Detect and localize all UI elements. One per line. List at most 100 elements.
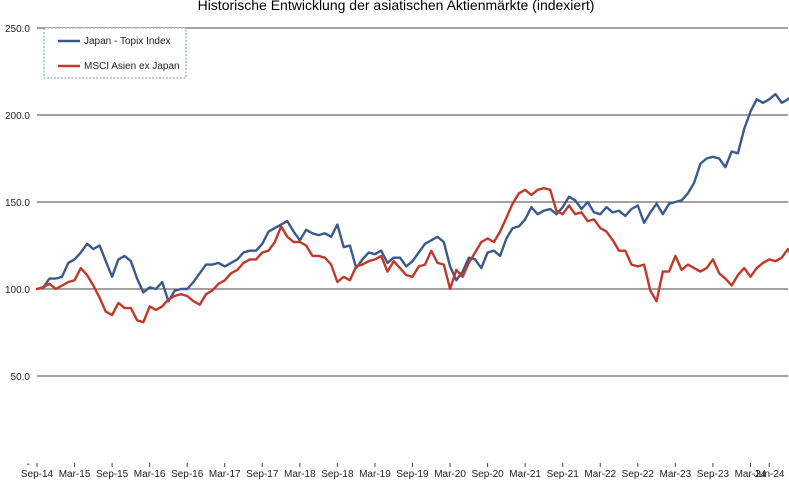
data-point: [518, 225, 520, 227]
data-point: [562, 213, 564, 215]
x-tick-label: Jun-24: [754, 469, 785, 480]
data-point: [756, 267, 758, 269]
data-point: [530, 194, 533, 196]
data-point: [518, 192, 520, 194]
data-point: [612, 239, 614, 241]
data-point: [249, 258, 251, 260]
data-point: [787, 98, 789, 100]
data-point: [399, 267, 401, 269]
data-point: [724, 166, 727, 168]
data-point: [430, 239, 432, 241]
data-point: [86, 243, 88, 245]
y-axis-ticks: 250.0 200.0 150.0 100.0 50.0 -: [5, 24, 30, 470]
data-point: [280, 225, 282, 227]
data-point: [61, 276, 63, 278]
data-point: [524, 218, 526, 220]
data-point: [587, 201, 589, 203]
data-point: [380, 250, 382, 252]
data-point: [117, 258, 119, 260]
data-point: [487, 237, 489, 240]
data-point: [73, 258, 76, 260]
data-point: [737, 152, 739, 154]
data-point: [756, 98, 758, 100]
data-point: [462, 271, 464, 273]
data-point: [48, 283, 51, 285]
data-point: [537, 213, 539, 215]
data-point: [649, 290, 651, 292]
data-point: [205, 293, 207, 295]
data-point: [718, 157, 720, 160]
data-point: [593, 218, 595, 220]
data-point: [580, 211, 583, 213]
data-point: [574, 199, 576, 201]
data-point: [443, 241, 445, 243]
data-point: [99, 244, 101, 247]
data-point: [549, 189, 551, 191]
data-point: [618, 250, 620, 252]
data-point: [643, 222, 645, 224]
data-point: [662, 213, 664, 215]
data-point: [180, 293, 182, 295]
data-point: [593, 211, 595, 213]
data-point: [468, 262, 470, 264]
data-point: [681, 199, 683, 201]
data-point: [286, 220, 288, 222]
data-point: [643, 264, 645, 266]
data-point: [230, 272, 232, 274]
data-point: [762, 102, 764, 104]
data-point: [662, 271, 664, 273]
data-point: [436, 262, 439, 264]
data-point: [543, 210, 545, 212]
data-point: [386, 271, 389, 273]
y-tick-label: -: [27, 459, 30, 470]
data-point: [374, 258, 376, 260]
legend-label-msci: MSCI Asien ex Japan: [84, 61, 180, 72]
data-point: [268, 231, 270, 233]
data-point: [737, 274, 739, 276]
data-point: [305, 229, 307, 231]
x-tick-label: Sep-18: [321, 469, 354, 480]
data-point: [111, 276, 113, 278]
data-point: [405, 274, 407, 276]
y-tick-label: 150.0: [5, 198, 30, 209]
data-point: [211, 290, 213, 292]
data-point: [286, 236, 288, 238]
x-tick-label: Sep-16: [171, 469, 204, 480]
data-point: [624, 215, 626, 217]
data-point: [324, 232, 326, 234]
data-point: [361, 258, 363, 260]
data-point: [749, 276, 752, 278]
data-point: [505, 217, 507, 219]
series-line-msci-asia-ex-japan: [35, 186, 789, 324]
x-tick-label: Sep-19: [396, 469, 429, 480]
data-point: [124, 255, 126, 257]
data-point: [656, 203, 658, 205]
data-point: [731, 284, 733, 287]
data-point: [111, 314, 113, 316]
data-point: [274, 227, 276, 229]
data-point: [124, 307, 126, 309]
data-point: [574, 213, 576, 215]
data-point: [242, 262, 245, 264]
data-point: [624, 250, 626, 252]
y-tick-label: 200.0: [5, 111, 30, 122]
data-point: [67, 262, 69, 264]
series-line-japan-topix: [35, 92, 789, 303]
data-point: [136, 319, 138, 321]
data-point: [424, 264, 426, 266]
data-point: [236, 269, 238, 271]
data-point: [505, 237, 507, 240]
data-point: [167, 298, 169, 300]
data-point: [349, 279, 351, 281]
data-point: [211, 264, 213, 266]
data-point: [555, 213, 558, 215]
data-point: [130, 260, 132, 262]
data-point: [630, 264, 633, 266]
data-point: [630, 208, 633, 210]
data-point: [605, 231, 608, 233]
data-point: [174, 290, 176, 292]
data-point: [393, 257, 395, 259]
data-point: [430, 250, 432, 252]
data-point: [67, 281, 69, 283]
x-tick-label: Sep-21: [547, 469, 580, 480]
